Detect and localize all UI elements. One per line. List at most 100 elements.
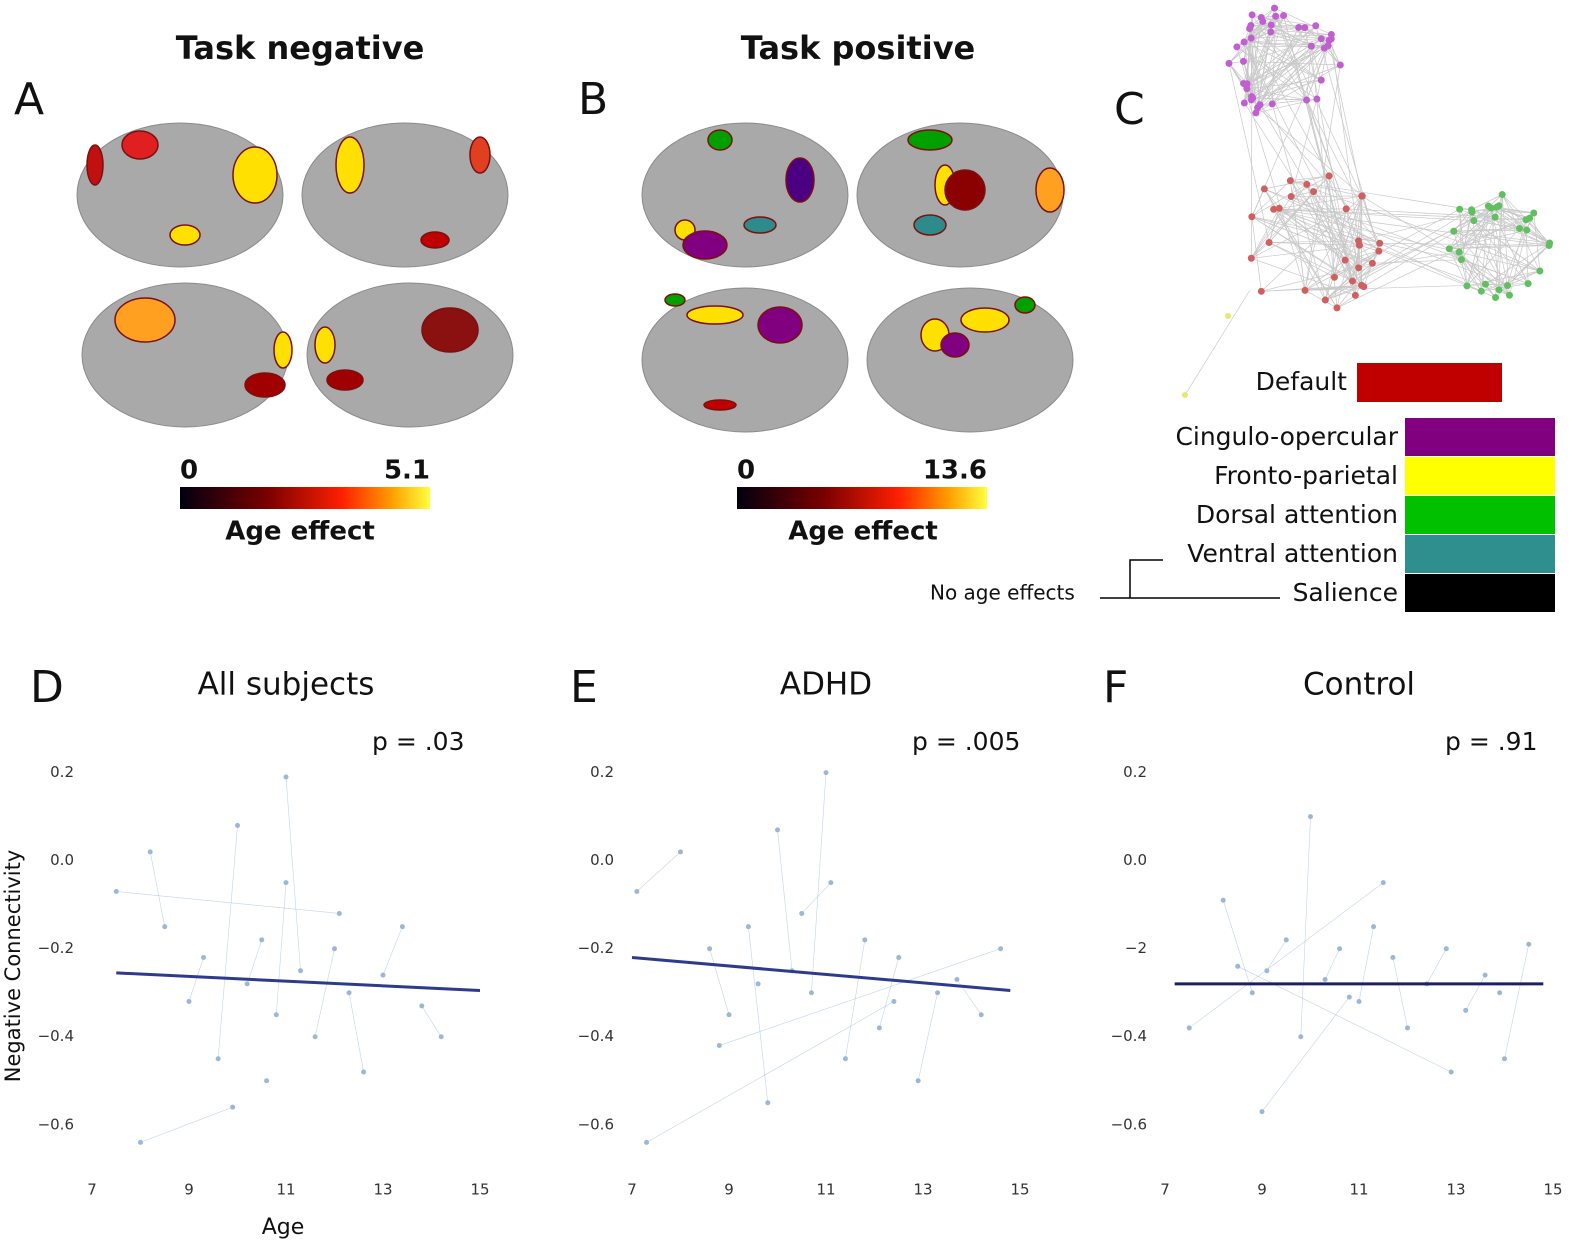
node (1492, 294, 1499, 301)
data-point (1187, 1025, 1192, 1030)
x-tick-label: 7 (1160, 1181, 1170, 1199)
data-point (381, 973, 386, 978)
data-point (862, 937, 867, 942)
x-tick-label: 15 (1543, 1181, 1562, 1199)
node (1225, 313, 1231, 319)
connector (422, 1006, 441, 1037)
node (1546, 239, 1553, 246)
edge (1251, 15, 1252, 258)
brain-region (665, 294, 685, 306)
node (1493, 204, 1500, 211)
data-point (678, 849, 683, 854)
data-point (138, 1140, 143, 1145)
data-point (235, 823, 240, 828)
colorbar-tick-label: 5.1 (384, 456, 430, 486)
node (1536, 267, 1543, 274)
edge (1264, 189, 1481, 291)
y-tick-label: −0.6 (38, 1115, 74, 1133)
data-point (1381, 880, 1386, 885)
data-point (337, 911, 342, 916)
node (1492, 213, 1499, 220)
brain-region (422, 308, 478, 352)
panel-letter: D (30, 662, 64, 713)
node (1337, 62, 1344, 69)
data-point (1463, 1008, 1468, 1013)
data-point (717, 1043, 722, 1048)
brain-region (274, 332, 292, 368)
node (1456, 206, 1463, 213)
node (1352, 292, 1359, 299)
node (1482, 281, 1489, 288)
node (1331, 274, 1338, 281)
x-tick-label: 7 (87, 1181, 97, 1199)
node (1322, 297, 1329, 304)
data-point (245, 981, 250, 986)
legend-label: Fronto-parietal (1214, 461, 1398, 490)
brain (867, 288, 1073, 432)
x-tick-label: 15 (1010, 1181, 1029, 1199)
connector (1427, 949, 1446, 984)
connector (276, 883, 286, 1015)
data-point (400, 924, 405, 929)
node (1470, 217, 1477, 224)
chart-title: All subjects (198, 667, 375, 703)
connector (1267, 940, 1286, 971)
node (1248, 213, 1255, 220)
legend-label: Dorsal attention (1196, 500, 1398, 529)
connector (1466, 975, 1485, 1010)
x-tick-label: 13 (913, 1181, 932, 1199)
brain-region (908, 130, 952, 150)
node (1375, 248, 1382, 255)
connector (637, 852, 681, 892)
node (1496, 286, 1503, 293)
node (1359, 193, 1366, 200)
brain-region (233, 147, 277, 203)
colorbar-tick-label: 0 (737, 456, 755, 486)
connector (141, 1107, 233, 1142)
legend-label: Default (1256, 367, 1348, 396)
panel-letter: C (1114, 84, 1145, 135)
data-point (201, 955, 206, 960)
node (1259, 18, 1266, 25)
y-tick-label: 0.0 (1123, 851, 1147, 869)
connector (349, 993, 364, 1072)
legend-swatch (1405, 457, 1555, 495)
y-tick-label: −2 (1125, 939, 1147, 957)
chart-title: ADHD (780, 667, 872, 703)
brain-region (941, 333, 969, 357)
data-point (765, 1100, 770, 1105)
data-point (187, 999, 192, 1004)
data-point (347, 990, 352, 995)
data-point (114, 889, 119, 894)
panel-title: Task negative (176, 29, 425, 67)
node (1478, 288, 1485, 295)
node (1243, 85, 1250, 92)
colorbar-label: Age effect (788, 517, 938, 547)
node (1272, 13, 1279, 20)
panel-letter: E (570, 662, 598, 713)
connector (1262, 997, 1349, 1111)
brain-region (115, 298, 175, 342)
node (1308, 43, 1315, 50)
node (1233, 43, 1240, 50)
data-point (361, 1069, 366, 1074)
connector (879, 958, 898, 1028)
x-tick-label: 11 (1349, 1181, 1368, 1199)
brain-region (336, 137, 364, 193)
data-point (1235, 964, 1240, 969)
y-tick-label: −0.4 (38, 1027, 74, 1045)
data-point (259, 937, 264, 942)
node (1248, 35, 1255, 42)
connector (1223, 900, 1252, 992)
data-point (799, 911, 804, 916)
legend-swatch (1357, 363, 1502, 402)
brain-region (315, 327, 335, 363)
connector (918, 993, 937, 1081)
legend-label: Salience (1293, 578, 1398, 607)
node (1360, 283, 1367, 290)
data-point (1337, 946, 1342, 951)
legend-label: Ventral attention (1187, 539, 1398, 568)
node (1258, 288, 1265, 295)
y-tick-label: −0.2 (578, 939, 614, 957)
